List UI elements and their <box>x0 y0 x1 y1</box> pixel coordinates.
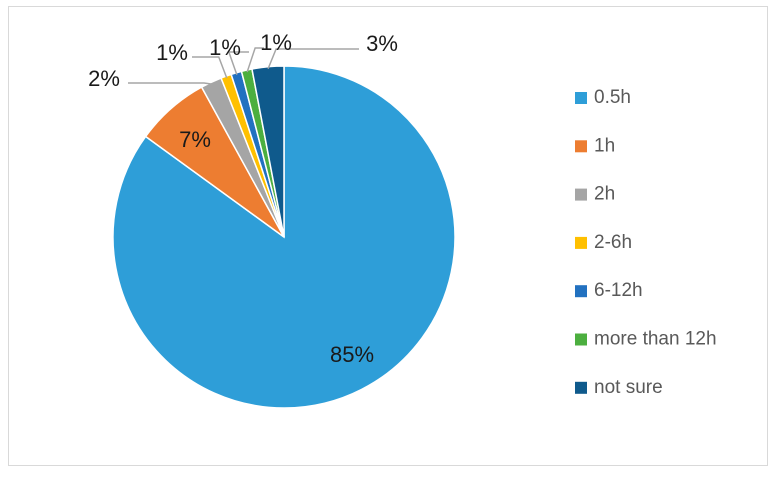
data-label-2-6h: 1% <box>156 40 188 65</box>
pie-chart: 85% 7% 2% 1% 1% 1% 3% 0.5h 1h 2h 2-6h 6-12h more th… <box>88 30 717 409</box>
chart-frame: 85% 7% 2% 1% 1% 1% 3% 0.5h 1h 2h 2-6h 6-12h more th… <box>8 6 768 466</box>
legend-swatch-more-than-12h <box>575 333 587 346</box>
legend-label-6-12h: 6-12h <box>594 280 643 301</box>
legend-swatch-1h <box>575 140 587 153</box>
leader-line-2h <box>128 82 213 85</box>
leader-lines <box>128 47 359 85</box>
data-label-6-12h: 1% <box>209 35 241 60</box>
data-labels: 85% 7% 2% 1% 1% 1% 3% <box>88 30 398 367</box>
legend-swatch-0.5h <box>575 92 587 104</box>
legend: 0.5h 1h 2h 2-6h 6-12h more than 12h not sure <box>575 87 717 398</box>
data-label-2h: 2% <box>88 66 120 91</box>
pie-slice-0.5h <box>112 65 456 409</box>
legend-swatch-2h <box>575 188 587 201</box>
data-label-0.5h: 85% <box>330 342 374 367</box>
legend-label-not-sure: not sure <box>594 377 663 398</box>
legend-label-2h: 2h <box>594 184 615 205</box>
data-label-more-than-12h: 1% <box>260 30 292 55</box>
leader-line-2-6h <box>192 56 228 79</box>
data-label-1h: 7% <box>179 127 211 152</box>
legend-swatch-not-sure <box>575 381 587 394</box>
legend-label-0.5h: 0.5h <box>594 87 631 108</box>
data-label-not-sure: 3% <box>366 31 398 56</box>
legend-label-2-6h: 2-6h <box>594 232 632 253</box>
legend-label-1h: 1h <box>594 135 615 156</box>
leader-line-not-sure <box>267 48 359 70</box>
legend-swatch-6-12h <box>575 285 587 298</box>
pie-slice-not-sure <box>251 65 285 238</box>
leader-line-more-than-12h <box>246 47 264 73</box>
leader-line-6-12h <box>227 51 249 75</box>
legend-swatch-2-6h <box>575 236 587 249</box>
legend-label-more-than-12h: more than 12h <box>594 329 717 350</box>
pie-slices <box>112 65 456 409</box>
